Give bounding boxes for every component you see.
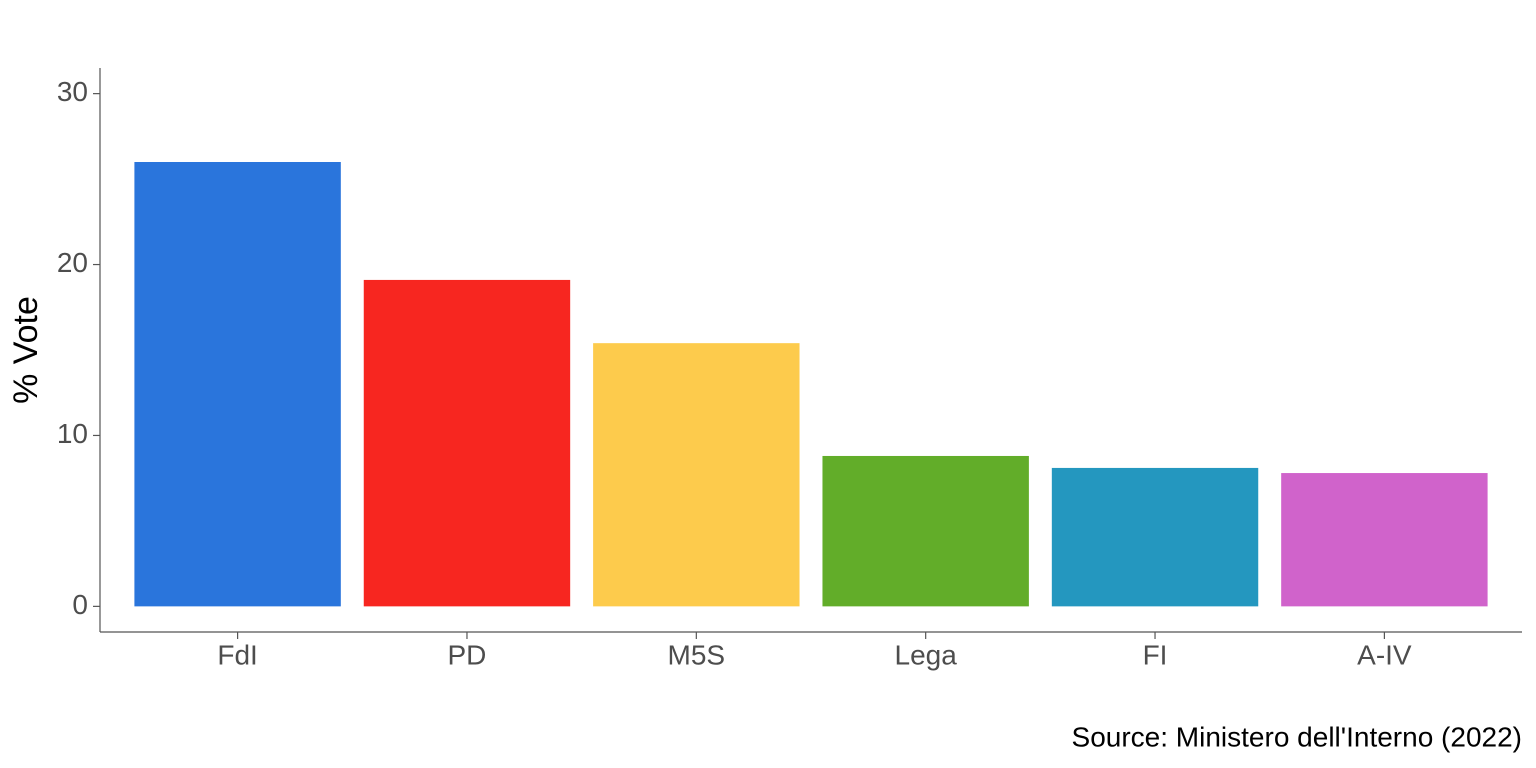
x-tick-label: FI <box>1143 639 1168 670</box>
x-tick-label: Lega <box>895 639 958 670</box>
bar <box>593 343 800 607</box>
y-tick-label: 30 <box>57 76 88 107</box>
x-tick-label: FdI <box>217 639 257 670</box>
bar <box>1051 467 1259 607</box>
bar <box>1281 473 1488 607</box>
x-tick-label: PD <box>448 639 487 670</box>
y-axis-title: % Vote <box>7 296 45 404</box>
caption: Source: Ministero dell'Interno (2022) <box>1072 721 1522 752</box>
bar <box>134 162 341 607</box>
y-tick-label: 0 <box>72 589 88 620</box>
bar <box>363 279 571 607</box>
y-tick-label: 10 <box>57 418 88 449</box>
y-tick-label: 20 <box>57 247 88 278</box>
x-tick-label: M5S <box>668 639 726 670</box>
x-tick-label: A-IV <box>1357 639 1412 670</box>
bar <box>822 455 1029 607</box>
